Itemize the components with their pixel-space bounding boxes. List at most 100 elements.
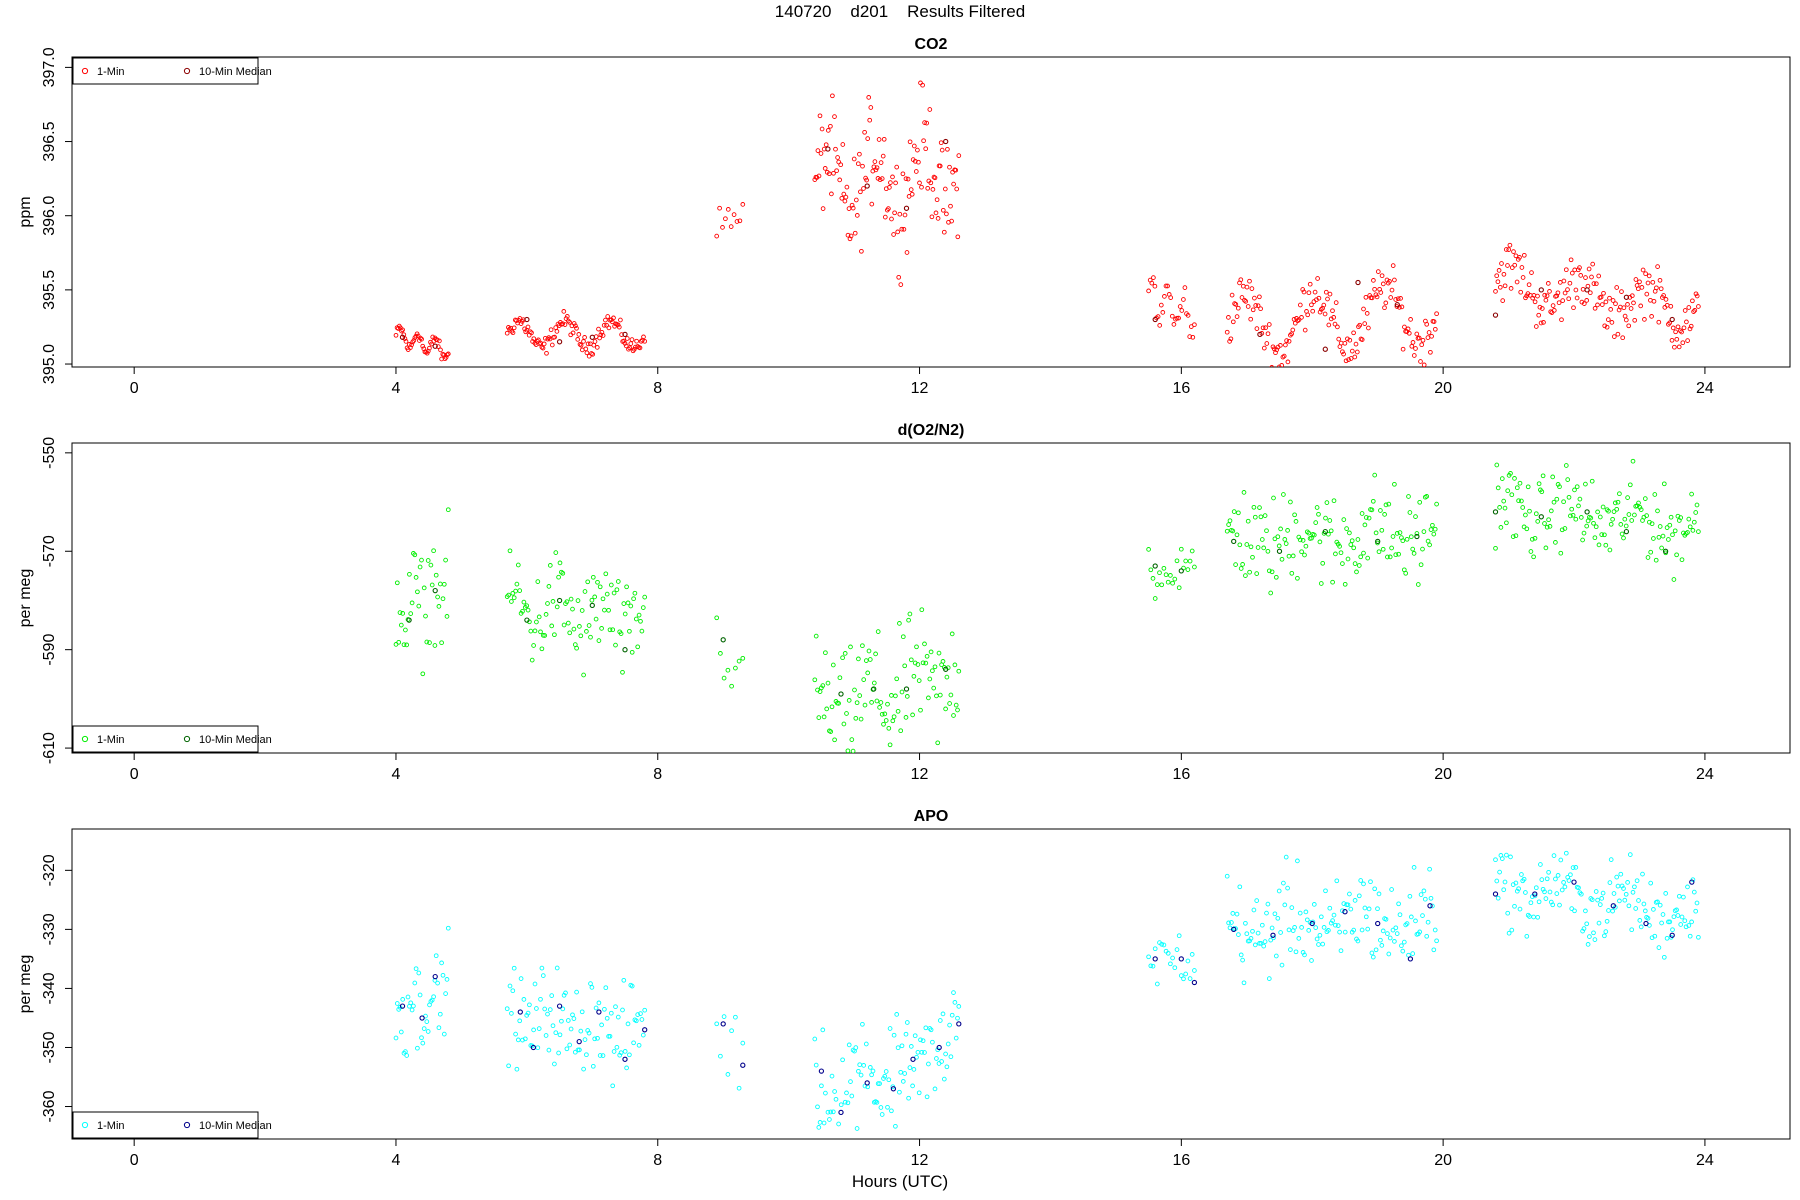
one-min-point [1629,293,1635,299]
one-min-point [1612,500,1618,506]
one-min-point [842,651,848,656]
one-min-point [1411,353,1417,358]
one-min-point [619,332,624,337]
one-min-point [714,233,720,239]
one-min-point [822,166,828,171]
one-min-point [1589,478,1595,484]
one-min-point [1506,247,1512,252]
one-min-point [1682,308,1688,313]
one-min-point [586,353,592,359]
one-min-point [1504,520,1509,526]
one-min-point [1432,526,1438,532]
one-min-point [618,1050,624,1056]
x-tick-label: 16 [1172,1152,1190,1169]
one-min-point [931,685,937,691]
one-min-point [1517,255,1522,260]
one-min-point [1340,349,1345,355]
one-min-point [1239,295,1245,300]
one-min-point [1651,907,1656,912]
one-min-point [556,574,561,580]
one-min-point [1332,321,1338,327]
one-min-point [932,1086,938,1092]
one-min-point [567,630,573,636]
one-min-point [842,1099,848,1105]
one-min-point [1618,871,1624,877]
one-min-point [535,579,541,584]
median-point [556,597,563,604]
one-min-point [1414,331,1420,337]
one-min-point [403,1049,408,1054]
one-min-point [571,1016,577,1021]
one-min-point [1346,357,1351,362]
one-min-point [856,1068,861,1074]
one-min-point [1306,290,1312,296]
legend-marker [81,1121,89,1129]
one-min-point [552,334,557,340]
one-min-point [848,1079,853,1084]
one-min-point [1364,311,1370,316]
one-min-point [507,983,513,989]
one-min-point [1679,329,1684,335]
one-min-point [542,633,548,638]
one-min-point [869,1072,874,1078]
one-min-point [1658,286,1664,292]
one-min-point [1427,866,1432,872]
one-min-point [1696,934,1701,940]
one-min-point [1243,573,1248,578]
one-min-point [1573,865,1579,870]
median-point [596,1009,602,1015]
median-point [1231,926,1237,933]
one-min-point [1282,902,1288,908]
one-min-point [1651,298,1657,304]
one-min-point [920,82,925,88]
one-min-point [605,314,611,319]
one-min-point [599,626,604,631]
one-min-point [731,212,737,217]
one-min-point [1591,520,1596,526]
one-min-point [1659,920,1664,926]
one-min-point [819,1083,824,1089]
one-min-point [582,335,587,340]
one-min-point [1566,878,1572,883]
one-min-point [1227,339,1232,344]
one-min-point [1548,508,1554,514]
one-min-point [1293,519,1299,524]
one-min-point [1428,527,1434,532]
one-min-point [908,657,914,663]
one-min-point [636,1042,642,1048]
one-min-point [625,1021,631,1027]
one-min-point [1304,917,1310,923]
one-min-point [596,638,602,643]
one-min-point [395,326,401,331]
one-min-point [1151,275,1156,280]
one-min-point [1305,312,1311,318]
one-min-point [1317,309,1323,315]
one-min-point [581,1066,586,1072]
one-min-point [1376,549,1382,555]
one-min-point [1155,314,1161,319]
one-min-point [639,1017,645,1022]
one-min-point [434,337,440,343]
one-min-point [1632,884,1637,890]
one-min-point [1389,287,1395,293]
one-min-point [1618,522,1624,527]
median-point [622,331,628,338]
one-min-point [818,151,824,156]
one-min-point [436,1025,442,1031]
one-min-point [902,212,908,218]
one-min-point [1333,300,1339,305]
one-min-point [935,216,941,221]
one-min-point [428,562,434,568]
one-min-point [817,1120,823,1125]
one-min-point [557,1032,563,1038]
one-min-point [1271,346,1277,352]
one-min-point [831,170,836,176]
one-min-point [927,107,933,112]
one-min-point [860,163,865,169]
one-min-point [915,662,921,667]
x-tick-label: 24 [1696,380,1714,397]
one-min-point [812,677,818,683]
one-min-point [1561,499,1566,505]
one-min-point [919,184,924,190]
one-min-point [1302,952,1307,958]
